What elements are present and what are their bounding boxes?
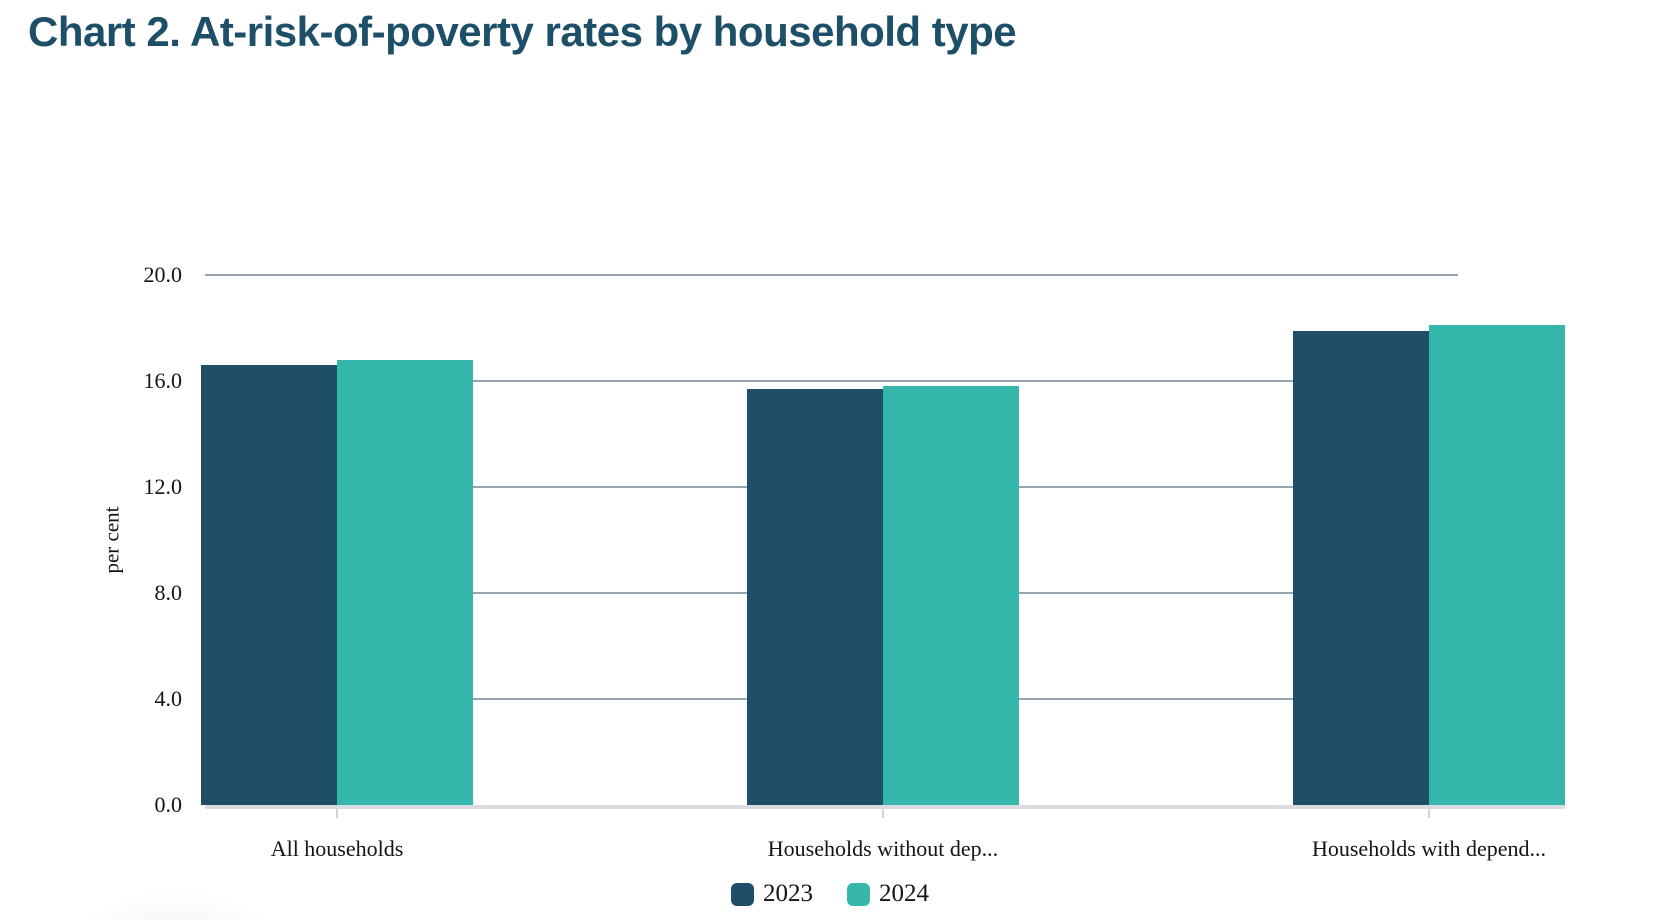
y-tick-label: 20.0: [143, 262, 183, 287]
y-tick-label: 4.0: [154, 686, 183, 711]
legend-item-2024[interactable]: 2024: [847, 880, 929, 908]
y-gridline: [205, 380, 1458, 382]
y-gridline: [205, 274, 1458, 276]
legend-swatch-2023: [731, 882, 754, 906]
legend-label: 2024: [879, 880, 929, 907]
x-axis-tick: [882, 809, 884, 818]
legend-item-2023[interactable]: 2023: [731, 880, 813, 908]
bar-2024-0[interactable]: [337, 360, 473, 805]
chart-title: Chart 2. At-risk-of-poverty rates by hou…: [28, 8, 1017, 55]
x-axis-tick: [336, 809, 338, 818]
bar-2024-1[interactable]: [883, 386, 1019, 805]
category-label: Households with depend...: [1311, 836, 1547, 861]
bar-2024-2[interactable]: [1429, 325, 1565, 805]
bar-2023-0[interactable]: [201, 365, 337, 805]
legend-swatch-2024: [847, 882, 870, 906]
y-tick-label: 12.0: [143, 474, 183, 499]
y-tick-label: 16.0: [143, 368, 183, 393]
y-tick-label: 8.0: [154, 580, 183, 605]
y-axis-title: per cent: [99, 506, 124, 574]
category-label: Households without dep...: [767, 836, 999, 861]
bar-2023-2[interactable]: [1293, 331, 1429, 805]
y-tick-label: 0.0: [154, 792, 183, 817]
x-axis-tick: [1428, 809, 1430, 818]
x-axis-line: [205, 805, 1565, 809]
legend-label: 2023: [763, 880, 813, 907]
legend: 2023 2024: [731, 880, 929, 908]
bar-2023-1[interactable]: [747, 389, 883, 805]
